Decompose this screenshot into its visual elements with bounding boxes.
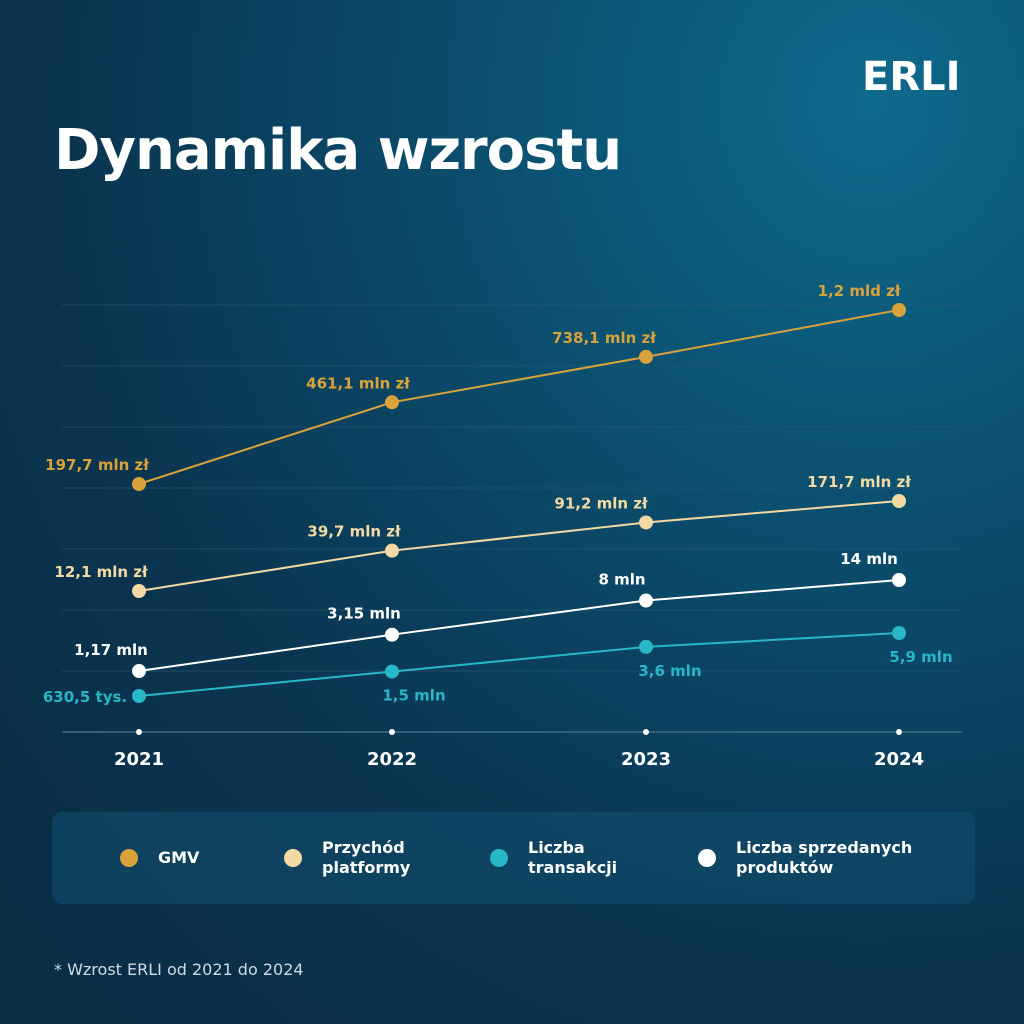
series-line-gmv xyxy=(138,309,900,485)
data-label-gmv-2022: 461,1 mln zł xyxy=(306,374,410,392)
point-revenue-2022 xyxy=(385,543,399,558)
x-tick-label-2023: 2023 xyxy=(621,749,671,770)
line-chart: 2021 2022 2023 2024 197,7 mln zł 461,1 mln zł… xyxy=(42,282,962,770)
data-label-revenue-2023: 91,2 mln zł xyxy=(554,494,648,512)
point-revenue-2021 xyxy=(132,584,146,598)
series-line-revenue xyxy=(138,500,900,592)
data-label-revenue-2022: 39,7 mln zł xyxy=(307,523,401,541)
logo-text: ERLI xyxy=(862,54,961,96)
point-products-2024 xyxy=(892,573,906,587)
legend-dot-revenue xyxy=(284,849,302,867)
legend-item-transactions: Liczba transakcji xyxy=(490,812,708,904)
x-tick-2021 xyxy=(136,729,142,735)
point-products-2021 xyxy=(132,664,146,678)
legend-dot-products xyxy=(698,849,716,867)
point-gmv-2021 xyxy=(132,477,146,491)
footnote: * Wzrost ERLI od 2021 do 2024 xyxy=(54,960,304,979)
point-gmv-2023 xyxy=(639,349,653,364)
legend-label-revenue: Przychód platformy xyxy=(322,838,411,877)
data-label-revenue-2021: 12,1 mln zł xyxy=(54,563,148,581)
data-label-transactions-2023: 3,6 mln xyxy=(638,662,701,680)
x-tick-2023 xyxy=(643,729,649,735)
legend: GMV Przychód platformy Liczba transakcji… xyxy=(52,812,975,904)
point-revenue-2023 xyxy=(639,515,653,530)
series-line-transactions xyxy=(138,632,900,697)
data-label-products-2023: 8 mln xyxy=(598,571,645,589)
data-label-gmv-2024: 1,2 mld zł xyxy=(818,282,901,300)
x-tick-2022 xyxy=(389,729,395,735)
x-tick-label-2024: 2024 xyxy=(874,749,924,770)
data-label-transactions-2021: 630,5 tys. xyxy=(43,688,127,706)
legend-label-gmv: GMV xyxy=(158,848,200,867)
legend-item-gmv: GMV xyxy=(120,812,338,904)
series-line-products xyxy=(138,579,900,672)
data-label-revenue-2024: 171,7 mln zł xyxy=(807,473,911,491)
point-transactions-2022 xyxy=(385,664,399,679)
data-label-products-2024: 14 mln xyxy=(840,550,898,568)
data-label-gmv-2021: 197,7 mln zł xyxy=(45,456,149,474)
point-transactions-2024 xyxy=(892,626,906,640)
point-revenue-2024 xyxy=(892,494,906,508)
legend-item-products: Liczba sprzedanych produktów xyxy=(698,812,916,904)
point-gmv-2024 xyxy=(892,303,906,317)
x-tick-label-2021: 2021 xyxy=(114,749,164,770)
page-title: Dynamika wzrostu xyxy=(54,118,622,183)
point-products-2023 xyxy=(639,593,653,608)
legend-item-revenue: Przychód platformy xyxy=(284,812,502,904)
legend-label-transactions: Liczba transakcji xyxy=(528,838,618,877)
data-label-transactions-2022: 1,5 mln xyxy=(382,687,445,705)
data-label-gmv-2023: 738,1 mln zł xyxy=(552,329,656,347)
data-label-products-2021: 1,17 mln xyxy=(74,641,148,659)
x-tick-2024 xyxy=(896,729,902,735)
legend-label-products: Liczba sprzedanych produktów xyxy=(736,838,913,877)
point-products-2022 xyxy=(385,627,399,642)
data-label-transactions-2024: 5,9 mln xyxy=(889,648,952,666)
legend-dot-transactions xyxy=(490,849,508,867)
point-gmv-2022 xyxy=(385,395,399,410)
point-transactions-2023 xyxy=(639,639,653,654)
data-label-products-2022: 3,15 mln xyxy=(327,605,401,623)
point-transactions-2021 xyxy=(132,689,146,703)
legend-dot-gmv xyxy=(120,849,138,867)
erli-logo: ERLI xyxy=(862,54,961,96)
x-tick-label-2022: 2022 xyxy=(367,749,417,770)
